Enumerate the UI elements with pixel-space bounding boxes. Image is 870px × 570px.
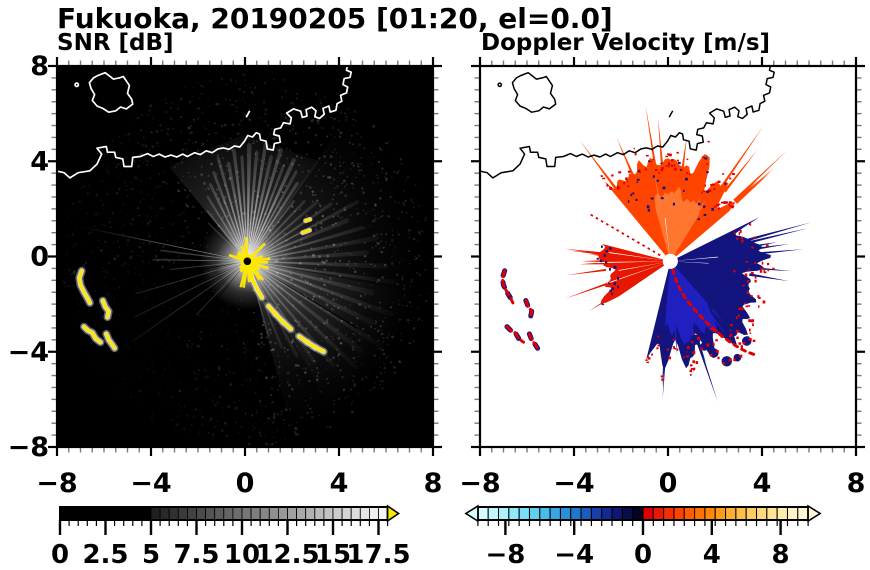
snr-plot-group	[57, 66, 433, 447]
coastline-mark	[668, 110, 674, 118]
snr-colorbar-tick-label: 2.5	[82, 540, 128, 570]
snr-colorbar-tick-label: 7.5	[173, 540, 219, 570]
snr-colorbar-tick-label: 15	[315, 540, 351, 570]
velocity-colorbar-over-arrow	[807, 504, 822, 523]
velocity-lobe-negative-east-fan	[646, 217, 771, 369]
y-tick-label: 0	[30, 242, 49, 273]
snr-colorbar-tick-label: 5	[142, 540, 160, 570]
velocity-panel-label: Doppler Velocity [m/s]	[481, 30, 771, 56]
snr-panel-label: SNR [dB]	[57, 30, 174, 56]
snr-colorbar-tick-label: 0	[51, 540, 69, 570]
coastline-island	[511, 71, 557, 113]
figure-title: Fukuoka, 20190205 [01:20, el=0.0]	[57, 2, 613, 35]
velocity-colorbar-tick-label: 4	[703, 540, 721, 570]
velocity-axes: −8 −4 0 4 8	[459, 57, 865, 499]
velocity-colorbar-tick-label: −8	[485, 540, 525, 570]
velocity-colorbar: −8 −4 0 4 8	[464, 504, 822, 570]
snr-colorbar-over-arrow	[386, 504, 401, 523]
coastline-mainland	[57, 66, 353, 179]
y-tick-label: −8	[8, 432, 49, 463]
velocity-plot-group	[480, 66, 856, 447]
coastline-mainland	[480, 66, 775, 179]
x-tick-label: 0	[659, 468, 678, 499]
velocity-colorbar-tick-label: 0	[634, 540, 652, 570]
velocity-lobe-positive-north-light	[654, 186, 701, 262]
snr-colorbar-tick-label: 17.5	[346, 540, 410, 570]
snr-axes: −8 −4 0 4 8 8 4 0 −4 −8	[8, 51, 443, 499]
y-tick-label: 8	[30, 51, 49, 82]
velocity-colorbar-under-arrow	[464, 504, 479, 523]
y-tick-label: −4	[8, 337, 49, 368]
x-tick-label: −4	[130, 468, 171, 499]
x-tick-label: 4	[330, 468, 349, 499]
coastline-islet	[74, 82, 80, 88]
x-tick-label: −4	[553, 468, 594, 499]
x-tick-label: 4	[753, 468, 772, 499]
coastline-mark	[245, 110, 251, 118]
snr-colorbar-tick-label: 12.5	[255, 540, 319, 570]
y-tick-label: 4	[30, 146, 49, 177]
coastline-islet	[497, 82, 503, 88]
x-tick-label: −8	[459, 468, 500, 499]
x-tick-label: 8	[424, 468, 443, 499]
coastline-island	[88, 71, 134, 114]
velocity-colorbar-tick-label: 8	[772, 540, 790, 570]
velocity-colorbar-tick-label: −4	[554, 540, 594, 570]
x-tick-label: 8	[847, 468, 866, 499]
snr-colorbar-tick-label: 10	[224, 540, 260, 570]
x-tick-label: 0	[236, 468, 255, 499]
x-tick-label: −8	[36, 468, 77, 499]
